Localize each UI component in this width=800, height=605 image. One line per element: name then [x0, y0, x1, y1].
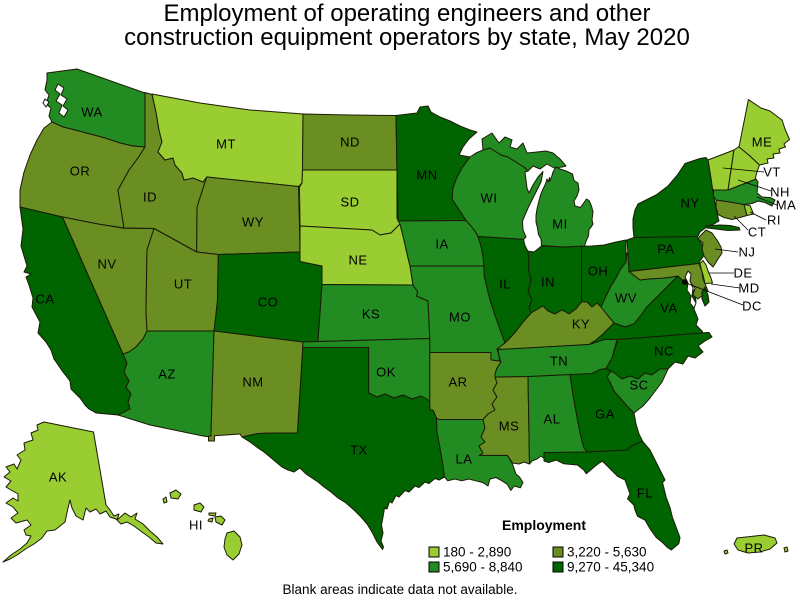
svg-text:OK: OK — [376, 364, 396, 379]
svg-text:OR: OR — [70, 163, 91, 178]
svg-text:ID: ID — [143, 189, 157, 204]
svg-text:180 - 2,890: 180 - 2,890 — [443, 545, 511, 560]
svg-text:WA: WA — [81, 104, 102, 119]
svg-text:UT: UT — [174, 276, 192, 291]
svg-text:ND: ND — [340, 134, 360, 149]
svg-text:NJ: NJ — [739, 244, 756, 259]
svg-text:IL: IL — [499, 276, 511, 291]
svg-text:TN: TN — [550, 353, 568, 368]
svg-text:MD: MD — [738, 280, 759, 295]
svg-text:AL: AL — [544, 411, 561, 426]
svg-text:SC: SC — [629, 377, 648, 392]
svg-text:NM: NM — [242, 374, 263, 389]
svg-text:HI: HI — [189, 517, 203, 532]
svg-text:3,220 - 5,630: 3,220 - 5,630 — [567, 545, 647, 560]
svg-text:CO: CO — [258, 294, 279, 309]
svg-text:NH: NH — [770, 184, 790, 199]
svg-text:SD: SD — [340, 194, 359, 209]
svg-text:VA: VA — [660, 300, 677, 315]
svg-text:MI: MI — [552, 216, 567, 231]
svg-text:LA: LA — [456, 451, 473, 466]
svg-text:NC: NC — [654, 343, 674, 358]
svg-text:KS: KS — [362, 306, 380, 321]
svg-text:GA: GA — [595, 406, 615, 421]
svg-text:AR: AR — [448, 374, 467, 389]
svg-text:MN: MN — [416, 167, 437, 182]
svg-text:IN: IN — [541, 274, 555, 289]
svg-text:MO: MO — [449, 309, 471, 324]
svg-text:MS: MS — [499, 418, 520, 433]
svg-text:VT: VT — [763, 164, 781, 179]
svg-text:AZ: AZ — [158, 366, 176, 381]
svg-text:NE: NE — [348, 252, 367, 267]
svg-text:OH: OH — [588, 263, 609, 278]
svg-text:DE: DE — [733, 265, 752, 280]
svg-text:CA: CA — [35, 291, 54, 306]
svg-text:MA: MA — [776, 197, 797, 212]
svg-text:CT: CT — [748, 224, 766, 239]
svg-text:PA: PA — [657, 241, 674, 256]
svg-text:TX: TX — [350, 442, 368, 457]
svg-text:AK: AK — [49, 469, 67, 484]
svg-text:PR: PR — [744, 540, 763, 555]
svg-text:Employment: Employment — [502, 517, 586, 533]
svg-text:IA: IA — [435, 236, 448, 251]
svg-text:MT: MT — [216, 136, 236, 151]
svg-text:ME: ME — [752, 134, 773, 149]
svg-text:NV: NV — [97, 256, 116, 271]
svg-text:9,270 - 45,340: 9,270 - 45,340 — [567, 560, 654, 575]
svg-text:WY: WY — [242, 214, 264, 229]
svg-text:FL: FL — [637, 485, 653, 500]
svg-text:KY: KY — [572, 316, 590, 331]
svg-text:DC: DC — [742, 298, 762, 313]
svg-text:5,690 - 8,840: 5,690 - 8,840 — [443, 560, 523, 575]
svg-text:NY: NY — [680, 195, 699, 210]
svg-text:WV: WV — [615, 290, 637, 305]
svg-text:RI: RI — [767, 212, 781, 227]
svg-text:WI: WI — [481, 190, 498, 205]
